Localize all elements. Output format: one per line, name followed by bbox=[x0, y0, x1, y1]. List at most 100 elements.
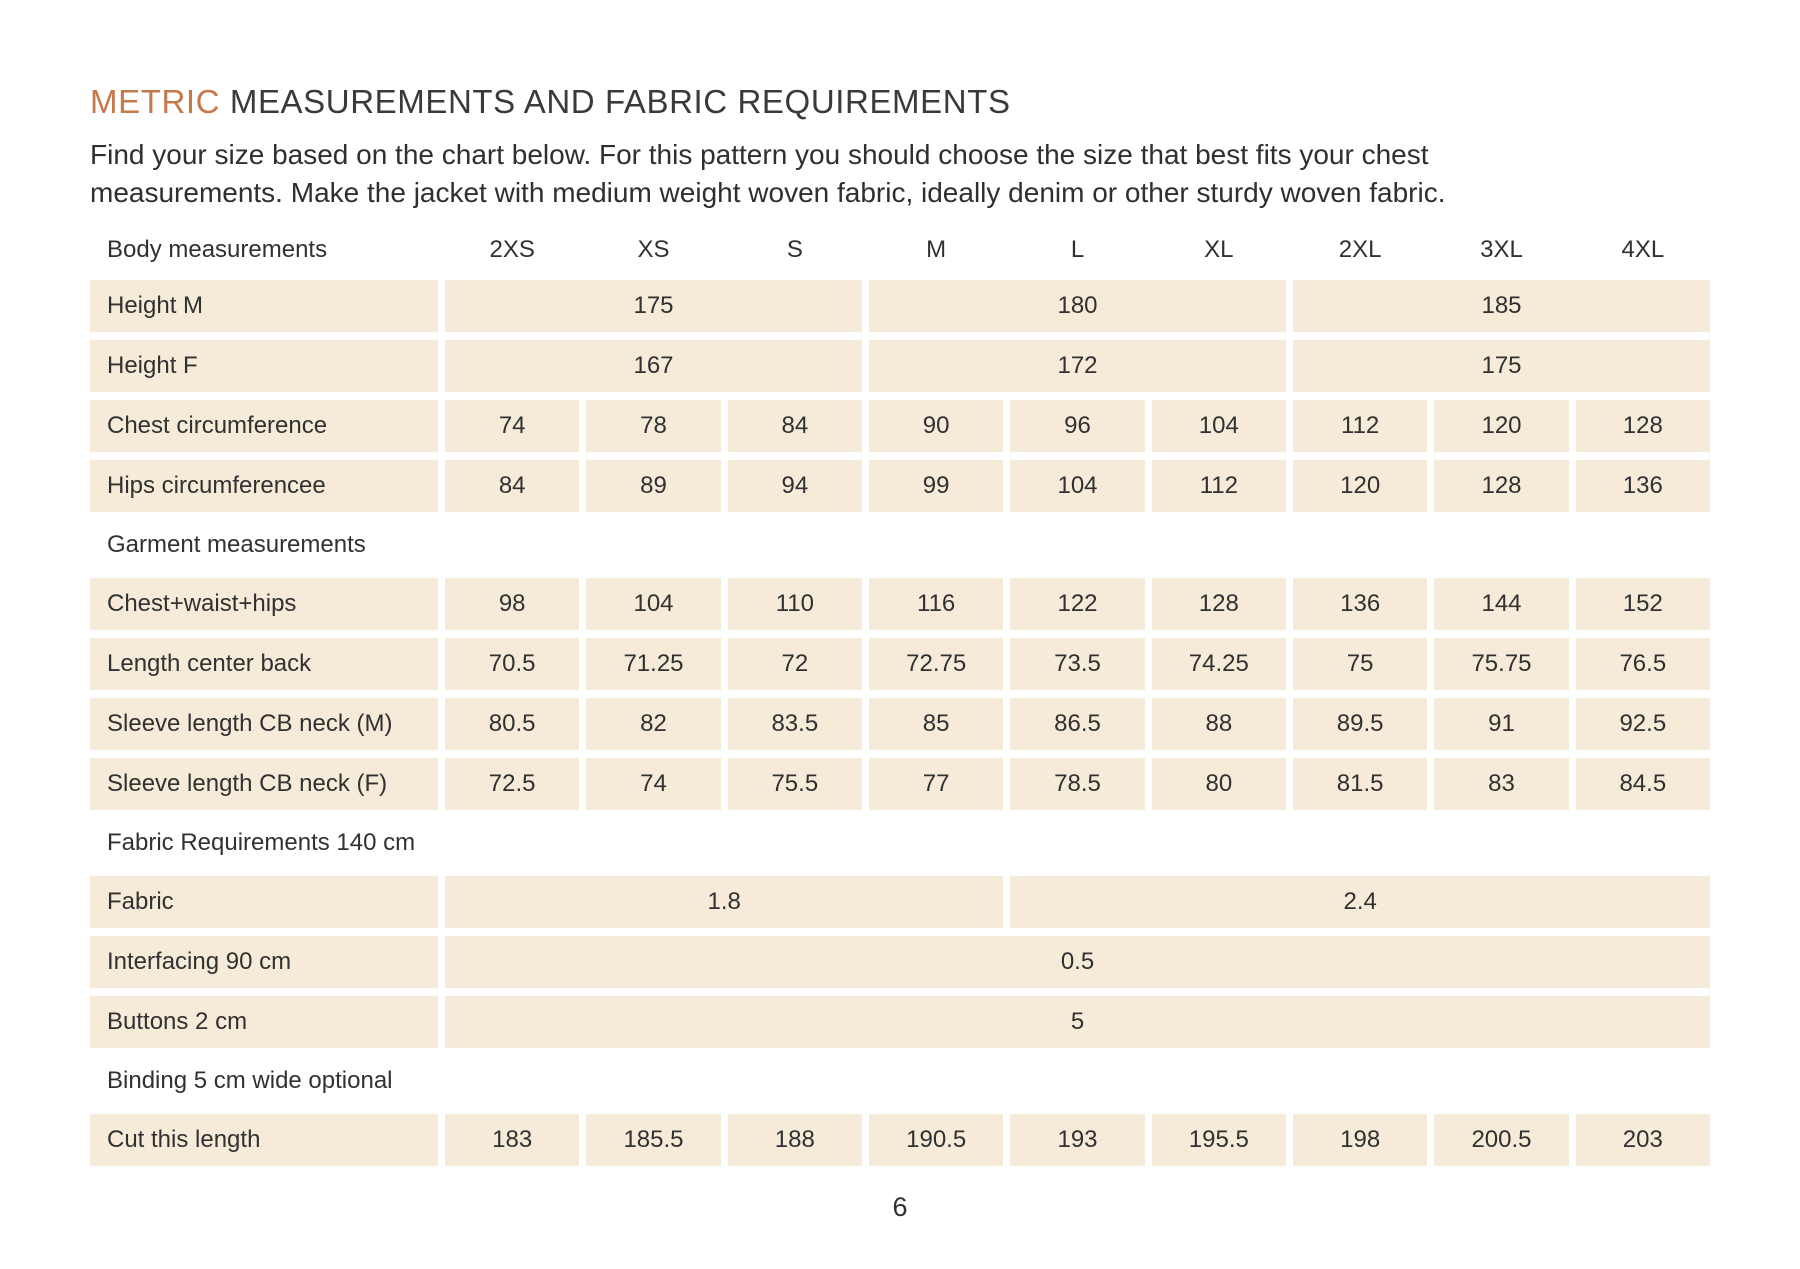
title-rest: MEASUREMENTS AND FABRIC REQUIREMENTS bbox=[220, 83, 1011, 120]
table-row-sleeve-f: Sleeve length CB neck (F) 72.5 74 75.5 7… bbox=[90, 758, 1710, 810]
row-label: Fabric bbox=[90, 876, 438, 928]
table-row-length-center-back: Length center back 70.5 71.25 72 72.75 7… bbox=[90, 638, 1710, 690]
size-column-header: 2XS bbox=[489, 236, 535, 263]
table-cell: 175 bbox=[445, 280, 862, 332]
table-cell: 75.75 bbox=[1434, 638, 1569, 690]
table-cell: 83 bbox=[1434, 758, 1569, 810]
row-label: Interfacing 90 cm bbox=[90, 936, 438, 988]
table-cell: 76.5 bbox=[1575, 638, 1710, 690]
table-cell: 84 bbox=[727, 400, 862, 452]
table-cell: 1.8 bbox=[445, 876, 1004, 928]
table-cell: 104 bbox=[1151, 400, 1286, 452]
page-title: METRIC MEASUREMENTS AND FABRIC REQUIREME… bbox=[90, 82, 1710, 122]
row-label: Sleeve length CB neck (F) bbox=[90, 758, 438, 810]
size-column-header: 4XL bbox=[1621, 236, 1665, 263]
table-row-height-m: Height M 175 180 185 bbox=[90, 280, 1710, 332]
table-cell: 96 bbox=[1010, 400, 1145, 452]
table-cell: 83.5 bbox=[727, 698, 862, 750]
table-cell: 89.5 bbox=[1292, 698, 1428, 750]
table-cell: 89 bbox=[586, 460, 721, 512]
table-cell: 185 bbox=[1293, 280, 1710, 332]
table-cell: 116 bbox=[868, 578, 1004, 630]
table-cell: 73.5 bbox=[1010, 638, 1145, 690]
table-row-chest: Chest circumference 74 78 84 90 96 104 1… bbox=[90, 400, 1710, 452]
table-cell: 84 bbox=[445, 460, 580, 512]
table-cell: 185.5 bbox=[586, 1114, 721, 1166]
table-cell: 80.5 bbox=[445, 698, 580, 750]
table-cell: 86.5 bbox=[1010, 698, 1145, 750]
row-label: Chest circumference bbox=[90, 400, 438, 452]
table-cell: 104 bbox=[586, 578, 721, 630]
table-cell: 90 bbox=[868, 400, 1004, 452]
table-cell: 128 bbox=[1575, 400, 1710, 452]
table-cell: 128 bbox=[1434, 460, 1569, 512]
table-row-height-f: Height F 167 172 175 bbox=[90, 340, 1710, 392]
table-cell: 120 bbox=[1292, 460, 1428, 512]
size-column-header: S bbox=[786, 236, 803, 263]
table-cell: 110 bbox=[727, 578, 862, 630]
table-cell: 167 bbox=[445, 340, 862, 392]
table-cell: 136 bbox=[1292, 578, 1428, 630]
row-label: Length center back bbox=[90, 638, 438, 690]
title-accent: METRIC bbox=[90, 83, 221, 120]
table-cell: 104 bbox=[1010, 460, 1145, 512]
table-cell: 122 bbox=[1010, 578, 1145, 630]
row-label: Hips circumferencee bbox=[90, 460, 438, 512]
table-row-sleeve-m: Sleeve length CB neck (M) 80.5 82 83.5 8… bbox=[90, 698, 1710, 750]
table-cell: 188 bbox=[727, 1114, 862, 1166]
table-cell: 136 bbox=[1575, 460, 1710, 512]
table-cell: 72.75 bbox=[868, 638, 1004, 690]
table-cell: 120 bbox=[1434, 400, 1569, 452]
size-column-header: XS bbox=[637, 236, 670, 263]
table-cell: 81.5 bbox=[1292, 758, 1428, 810]
table-cell: 200.5 bbox=[1434, 1114, 1569, 1166]
row-label: Sleeve length CB neck (M) bbox=[90, 698, 438, 750]
row-label: Chest+waist+hips bbox=[90, 578, 438, 630]
table-cell: 78 bbox=[586, 400, 721, 452]
table-cell: 74 bbox=[445, 400, 580, 452]
table-cell: 70.5 bbox=[445, 638, 580, 690]
table-cell: 84.5 bbox=[1575, 758, 1710, 810]
table-row-interfacing: Interfacing 90 cm 0.5 bbox=[90, 936, 1710, 988]
table-cell: 78.5 bbox=[1010, 758, 1145, 810]
row-label: Cut this length bbox=[90, 1114, 438, 1166]
row-label: Buttons 2 cm bbox=[90, 996, 438, 1048]
table-cell: 88 bbox=[1151, 698, 1286, 750]
table-cell: 195.5 bbox=[1151, 1114, 1286, 1166]
section-label-garment: Garment measurements bbox=[107, 531, 366, 558]
table-cell: 80 bbox=[1151, 758, 1286, 810]
table-row-cut-length: Cut this length 183 185.5 188 190.5 193 … bbox=[90, 1114, 1710, 1166]
size-column-header: 2XL bbox=[1338, 236, 1382, 263]
table-cell: 172 bbox=[869, 340, 1286, 392]
size-column-header: M bbox=[926, 236, 947, 263]
row-label: Height M bbox=[90, 280, 438, 332]
page-content: METRIC MEASUREMENTS AND FABRIC REQUIREME… bbox=[90, 82, 1710, 1222]
table-cell: 92.5 bbox=[1575, 698, 1710, 750]
size-column-header: L bbox=[1070, 236, 1085, 263]
table-cell: 85 bbox=[868, 698, 1004, 750]
table-cell: 203 bbox=[1575, 1114, 1710, 1166]
table-cell: 112 bbox=[1151, 460, 1286, 512]
table-cell: 99 bbox=[868, 460, 1004, 512]
table-cell: 75.5 bbox=[727, 758, 862, 810]
table-cell: 94 bbox=[727, 460, 862, 512]
table-row-fabric: Fabric 1.8 2.4 bbox=[90, 876, 1710, 928]
table-cell: 75 bbox=[1292, 638, 1428, 690]
table-row-hips: Hips circumferencee 84 89 94 99 104 112 … bbox=[90, 460, 1710, 512]
table-cell: 180 bbox=[869, 280, 1286, 332]
section-label-fabric-requirements: Fabric Requirements 140 cm bbox=[107, 829, 416, 856]
table-cell: 112 bbox=[1292, 400, 1428, 452]
table-cell: 98 bbox=[445, 578, 580, 630]
table-cell: 183 bbox=[445, 1114, 580, 1166]
table-cell: 198 bbox=[1292, 1114, 1428, 1166]
table-cell: 74.25 bbox=[1151, 638, 1286, 690]
table-cell: 91 bbox=[1434, 698, 1569, 750]
section-label-binding: Binding 5 cm wide optional bbox=[107, 1067, 393, 1094]
size-column-header: 3XL bbox=[1480, 236, 1523, 263]
table-cell: 152 bbox=[1575, 578, 1710, 630]
table-row-chest-waist-hips: Chest+waist+hips 98 104 110 116 122 128 … bbox=[90, 578, 1710, 630]
row-label: Height F bbox=[90, 340, 438, 392]
table-cell: 2.4 bbox=[1010, 876, 1710, 928]
table-cell: 175 bbox=[1293, 340, 1710, 392]
